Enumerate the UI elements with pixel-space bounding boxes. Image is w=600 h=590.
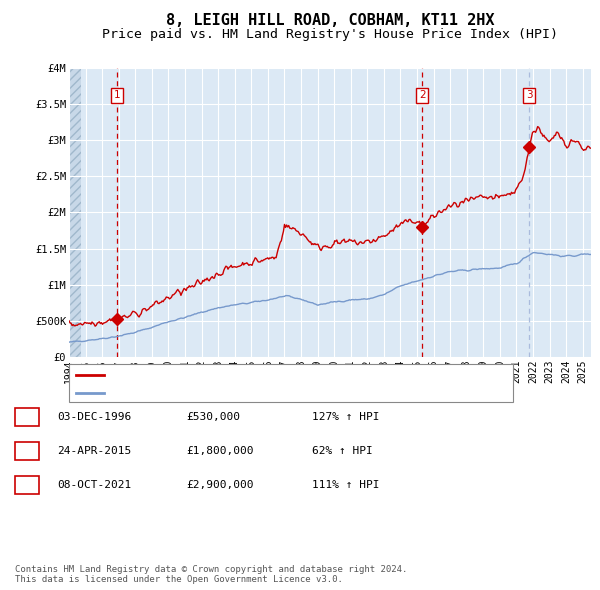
Text: HPI: Average price, detached house, Elmbridge: HPI: Average price, detached house, Elmb…	[108, 388, 378, 398]
Text: Contains HM Land Registry data © Crown copyright and database right 2024.
This d: Contains HM Land Registry data © Crown c…	[15, 565, 407, 584]
Text: 3: 3	[23, 480, 31, 490]
Text: 2: 2	[419, 90, 425, 100]
Text: 8, LEIGH HILL ROAD, COBHAM, KT11 2HX (detached house): 8, LEIGH HILL ROAD, COBHAM, KT11 2HX (de…	[108, 370, 426, 380]
Text: 1: 1	[23, 412, 31, 421]
Text: £2,900,000: £2,900,000	[186, 480, 254, 490]
Text: 1: 1	[114, 90, 121, 100]
Text: 8, LEIGH HILL ROAD, COBHAM, KT11 2HX: 8, LEIGH HILL ROAD, COBHAM, KT11 2HX	[166, 13, 494, 28]
Text: 08-OCT-2021: 08-OCT-2021	[57, 480, 131, 490]
Text: Price paid vs. HM Land Registry's House Price Index (HPI): Price paid vs. HM Land Registry's House …	[102, 28, 558, 41]
Text: £530,000: £530,000	[186, 412, 240, 421]
Text: £1,800,000: £1,800,000	[186, 446, 254, 455]
Text: 03-DEC-1996: 03-DEC-1996	[57, 412, 131, 421]
Text: 3: 3	[526, 90, 533, 100]
Text: 2: 2	[23, 446, 31, 455]
Text: 111% ↑ HPI: 111% ↑ HPI	[312, 480, 380, 490]
Text: 24-APR-2015: 24-APR-2015	[57, 446, 131, 455]
Text: 127% ↑ HPI: 127% ↑ HPI	[312, 412, 380, 421]
Text: 62% ↑ HPI: 62% ↑ HPI	[312, 446, 373, 455]
